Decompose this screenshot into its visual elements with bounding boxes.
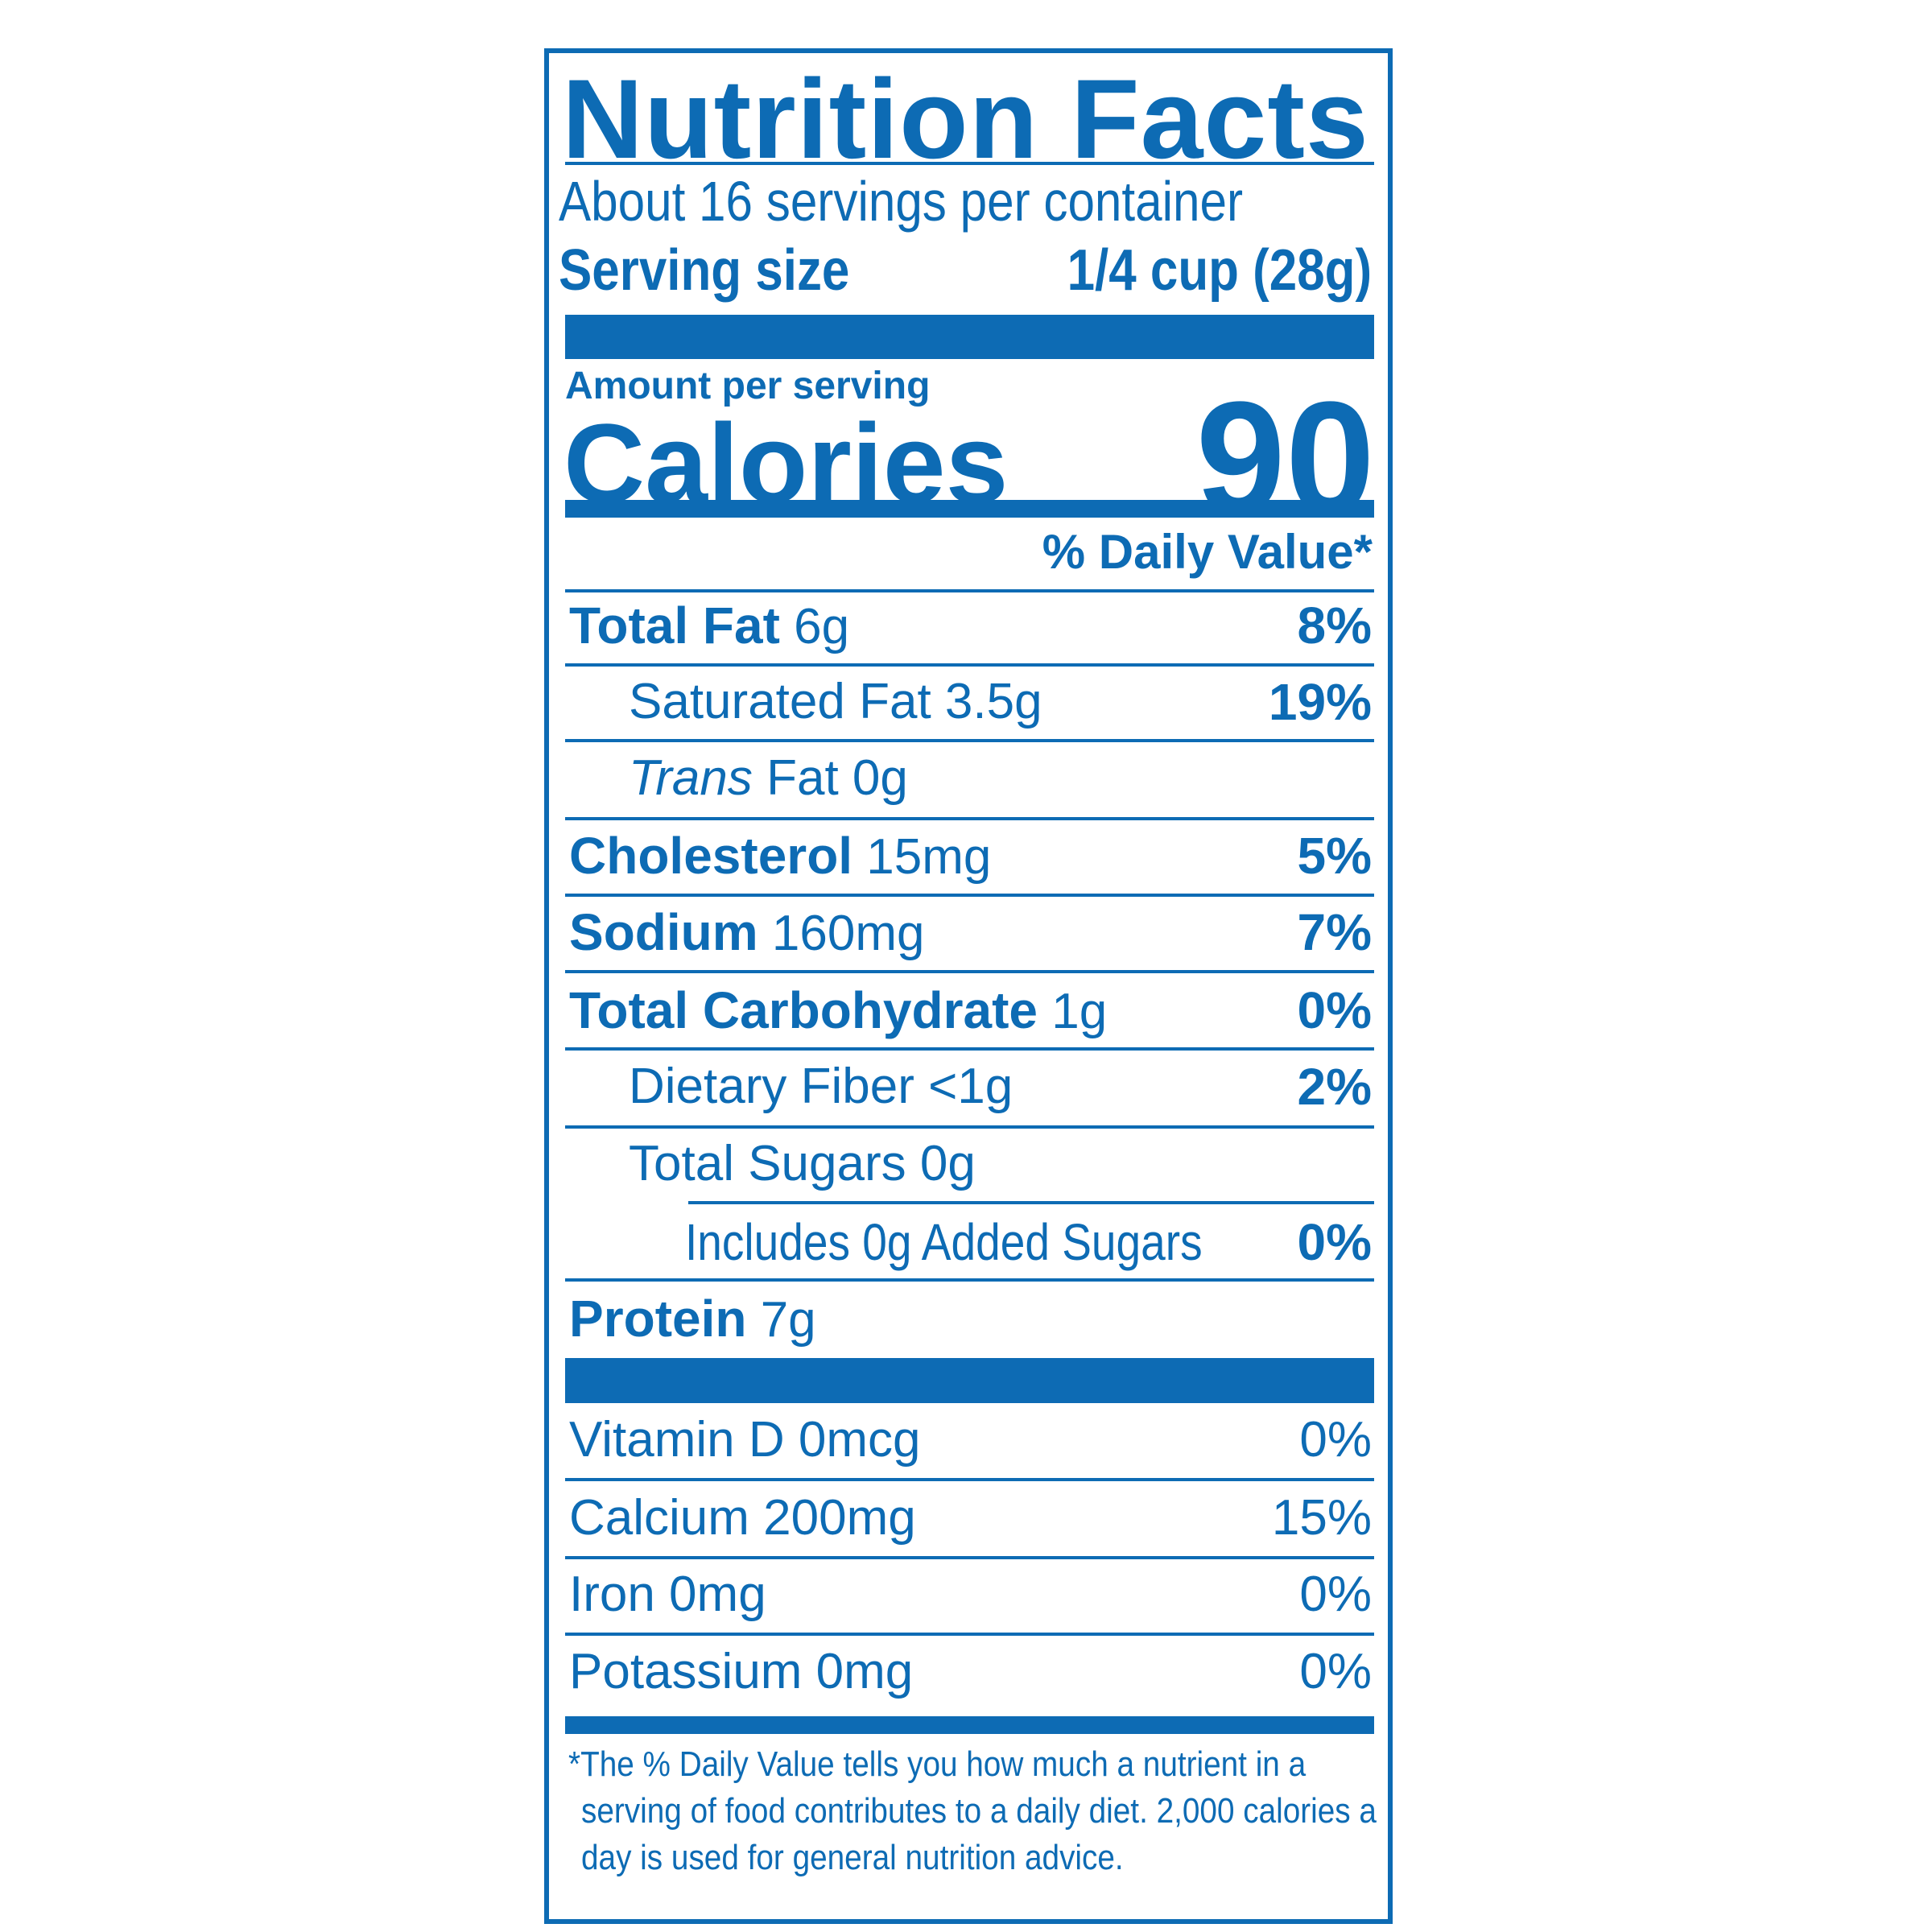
nutrient-amount: 6g: [794, 599, 850, 654]
nutrient-name: Total Fat: [569, 597, 780, 654]
nutrient-name: Trans: [629, 750, 753, 806]
serving-size-value: 1/4 cup (28g): [1067, 238, 1372, 303]
nutrient-row-added-sugars: Includes 0g Added Sugars 0%: [565, 1214, 1374, 1270]
thick-divider: [565, 1358, 1374, 1403]
daily-value: 0%: [1299, 1644, 1372, 1699]
daily-value: 0%: [1297, 1213, 1373, 1271]
nutrient-name: Total Sugars 0g: [629, 1136, 976, 1191]
daily-value-header: % Daily Value*: [1042, 525, 1373, 579]
daily-value: 8%: [1297, 597, 1373, 654]
nutrition-label-border: [544, 48, 1393, 1924]
vitamin-name: Potassium 0mg: [569, 1644, 914, 1699]
nutrient-name: Saturated Fat 3.5g: [629, 674, 1042, 729]
vitamin-row-vitamin-d: Vitamin D 0mcg 0%: [565, 1412, 1374, 1468]
divider: [565, 817, 1374, 820]
footnote-line: day is used for general nutrition advice…: [581, 1838, 1124, 1877]
divider: [565, 1633, 1374, 1636]
daily-value: 15%: [1271, 1490, 1372, 1546]
divider: [565, 1478, 1374, 1481]
thick-divider: [565, 315, 1374, 359]
nutrient-amount: 7g: [760, 1292, 816, 1348]
nutrient-amount: Fat 0g: [766, 750, 908, 806]
vitamin-name: Iron 0mg: [569, 1567, 766, 1622]
nutrient-row-sodium: Sodium 160mg 7%: [565, 903, 1374, 961]
vitamin-name: Vitamin D 0mcg: [569, 1412, 921, 1468]
nutrient-amount: 15mg: [866, 829, 992, 885]
daily-value: 0%: [1299, 1412, 1372, 1468]
medium-divider: [565, 500, 1374, 518]
daily-value: 5%: [1297, 827, 1373, 885]
divider: [688, 1201, 1374, 1204]
label-title: Nutrition Facts: [562, 56, 1369, 182]
daily-value: 2%: [1297, 1058, 1373, 1116]
nutrient-row-protein: Protein 7g: [565, 1290, 1374, 1348]
vitamin-name: Calcium 200mg: [569, 1490, 916, 1546]
divider: [565, 1125, 1374, 1129]
medium-divider: [565, 1716, 1374, 1734]
divider: [565, 894, 1374, 897]
nutrient-amount: 1g: [1051, 984, 1108, 1039]
footnote-line: *The % Daily Value tells you how much a …: [568, 1744, 1307, 1784]
nutrient-row-dietary-fiber: Dietary Fiber <1g 2%: [565, 1059, 1374, 1115]
daily-value: 7%: [1297, 903, 1373, 961]
nutrient-row-saturated-fat: Saturated Fat 3.5g 19%: [565, 674, 1374, 730]
nutrient-amount: 160mg: [771, 906, 925, 961]
nutrient-name: Total Carbohydrate: [569, 981, 1038, 1039]
divider: [565, 1278, 1374, 1282]
vitamin-row-iron: Iron 0mg 0%: [565, 1567, 1374, 1623]
nutrient-name: Sodium: [569, 903, 758, 961]
divider: [565, 162, 1374, 165]
nutrient-name: Includes 0g Added Sugars: [685, 1213, 1203, 1271]
divider: [565, 970, 1374, 973]
nutrient-row-total-fat: Total Fat 6g 8%: [565, 597, 1374, 654]
servings-per-container: About 16 servings per container: [559, 170, 1244, 233]
nutrient-name: Protein: [569, 1290, 747, 1348]
vitamin-row-potassium: Potassium 0mg 0%: [565, 1644, 1374, 1700]
nutrient-row-total-sugars: Total Sugars 0g: [565, 1136, 1374, 1192]
nutrient-row-total-carbohydrate: Total Carbohydrate 1g 0%: [565, 981, 1374, 1039]
amount-per-serving: Amount per serving: [565, 365, 931, 407]
footnote-line: serving of food contributes to a daily d…: [581, 1791, 1377, 1831]
divider: [565, 739, 1374, 742]
serving-size-label: Serving size: [559, 238, 850, 303]
nutrient-row-trans-fat: Trans Fat 0g: [565, 750, 1374, 807]
divider: [565, 589, 1374, 592]
daily-value: 0%: [1299, 1567, 1372, 1622]
daily-value: 19%: [1268, 673, 1372, 731]
divider: [565, 1047, 1374, 1051]
vitamin-row-calcium: Calcium 200mg 15%: [565, 1490, 1374, 1546]
divider: [565, 1556, 1374, 1559]
divider: [565, 663, 1374, 667]
nutrient-name: Cholesterol: [569, 827, 853, 885]
nutrient-name: Dietary Fiber <1g: [629, 1059, 1013, 1114]
daily-value: 0%: [1297, 981, 1373, 1039]
nutrient-row-cholesterol: Cholesterol 15mg 5%: [565, 827, 1374, 885]
